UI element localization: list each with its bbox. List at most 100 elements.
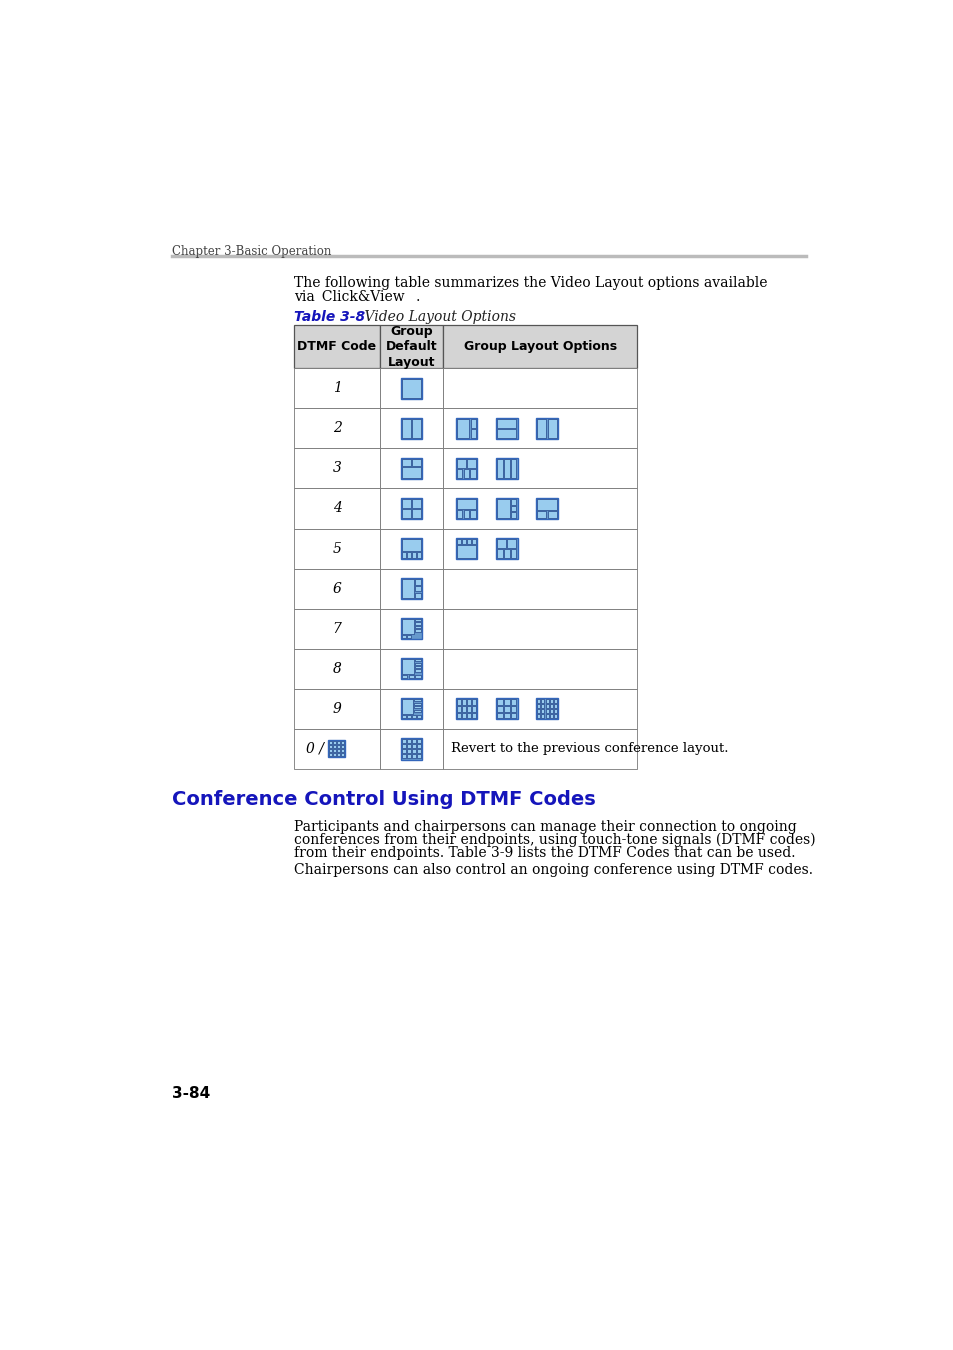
Bar (400, 498, 422, 520)
Bar (537, 709, 539, 713)
Bar (497, 699, 502, 705)
Bar (294, 409, 379, 448)
Bar (470, 468, 476, 478)
Bar (497, 459, 502, 478)
Bar (416, 593, 420, 598)
Bar (340, 753, 343, 756)
Bar (456, 458, 476, 479)
Bar (537, 500, 557, 510)
Bar (406, 716, 411, 718)
Bar (401, 379, 420, 398)
Bar (541, 714, 544, 718)
Bar (470, 418, 476, 428)
Bar (456, 537, 476, 559)
Bar (400, 417, 422, 439)
Bar (541, 705, 544, 709)
Text: Chairpersons can also control an ongoing conference using DTMF codes.: Chairpersons can also control an ongoing… (294, 863, 813, 876)
Bar (412, 552, 416, 558)
Bar (456, 418, 469, 437)
Bar (497, 429, 516, 437)
Bar (333, 749, 335, 752)
Bar (503, 706, 509, 711)
Bar (406, 738, 411, 742)
Bar (553, 709, 557, 713)
Bar (294, 648, 379, 688)
Bar (545, 709, 548, 713)
Text: from their endpoints. Table 3-9 lists the DTMF Codes that can be used.: from their endpoints. Table 3-9 lists th… (294, 845, 795, 860)
Bar (412, 500, 420, 508)
Bar (443, 325, 637, 369)
Bar (443, 528, 637, 568)
Bar (412, 749, 416, 753)
Bar (553, 699, 557, 703)
Bar (415, 663, 420, 664)
Bar (294, 325, 379, 369)
Bar (400, 618, 422, 640)
Bar (461, 713, 465, 718)
Text: via  Click&View   .: via Click&View . (294, 290, 420, 304)
Bar (408, 675, 414, 678)
Bar (401, 659, 414, 674)
Text: 3-84: 3-84 (172, 1085, 210, 1102)
Bar (497, 706, 502, 711)
Bar (401, 620, 414, 634)
Bar (294, 448, 379, 489)
Text: 3: 3 (333, 462, 341, 475)
Bar (414, 710, 420, 711)
Bar (456, 468, 462, 478)
Bar (401, 738, 405, 742)
Bar (470, 429, 476, 437)
Bar (415, 675, 420, 678)
Text: Video Layout Options: Video Layout Options (347, 310, 516, 324)
Text: 1: 1 (333, 382, 341, 396)
Bar (336, 749, 339, 752)
Bar (470, 510, 476, 518)
Bar (467, 539, 471, 544)
Bar (537, 705, 539, 709)
Bar (503, 549, 509, 558)
Bar (541, 699, 544, 703)
Bar (379, 369, 443, 409)
Bar (333, 753, 335, 756)
Text: Group
Default
Layout: Group Default Layout (385, 325, 436, 369)
Bar (401, 744, 405, 748)
Bar (497, 500, 509, 518)
Bar (463, 468, 469, 478)
Bar (497, 418, 516, 428)
Bar (401, 716, 405, 718)
Bar (463, 510, 469, 518)
Text: Participants and chairpersons can manage their connection to ongoing: Participants and chairpersons can manage… (294, 819, 797, 833)
Bar (400, 698, 422, 720)
Bar (415, 622, 420, 625)
Bar (400, 738, 422, 760)
Bar (537, 418, 546, 437)
Bar (412, 716, 416, 718)
Bar (401, 509, 411, 518)
Bar (379, 409, 443, 448)
Bar (461, 539, 465, 544)
Bar (407, 636, 411, 639)
Bar (456, 510, 462, 518)
Bar (379, 448, 443, 489)
Bar (456, 539, 460, 544)
Bar (537, 699, 539, 703)
Bar (472, 713, 476, 718)
Bar (401, 418, 411, 437)
Bar (400, 578, 422, 599)
Bar (443, 729, 637, 768)
Bar (294, 568, 379, 609)
Text: 6: 6 (333, 582, 341, 595)
Bar (336, 753, 339, 756)
Bar (472, 699, 476, 705)
Bar (412, 744, 416, 748)
Bar (443, 369, 637, 409)
Bar (416, 738, 420, 742)
Bar (503, 699, 509, 705)
Text: conferences from their endpoints, using touch-tone signals (DTMF codes): conferences from their endpoints, using … (294, 833, 815, 846)
Bar (467, 459, 476, 468)
Bar (414, 706, 420, 709)
Bar (415, 629, 420, 632)
Bar (415, 620, 420, 621)
Bar (412, 459, 420, 466)
Bar (340, 741, 343, 744)
